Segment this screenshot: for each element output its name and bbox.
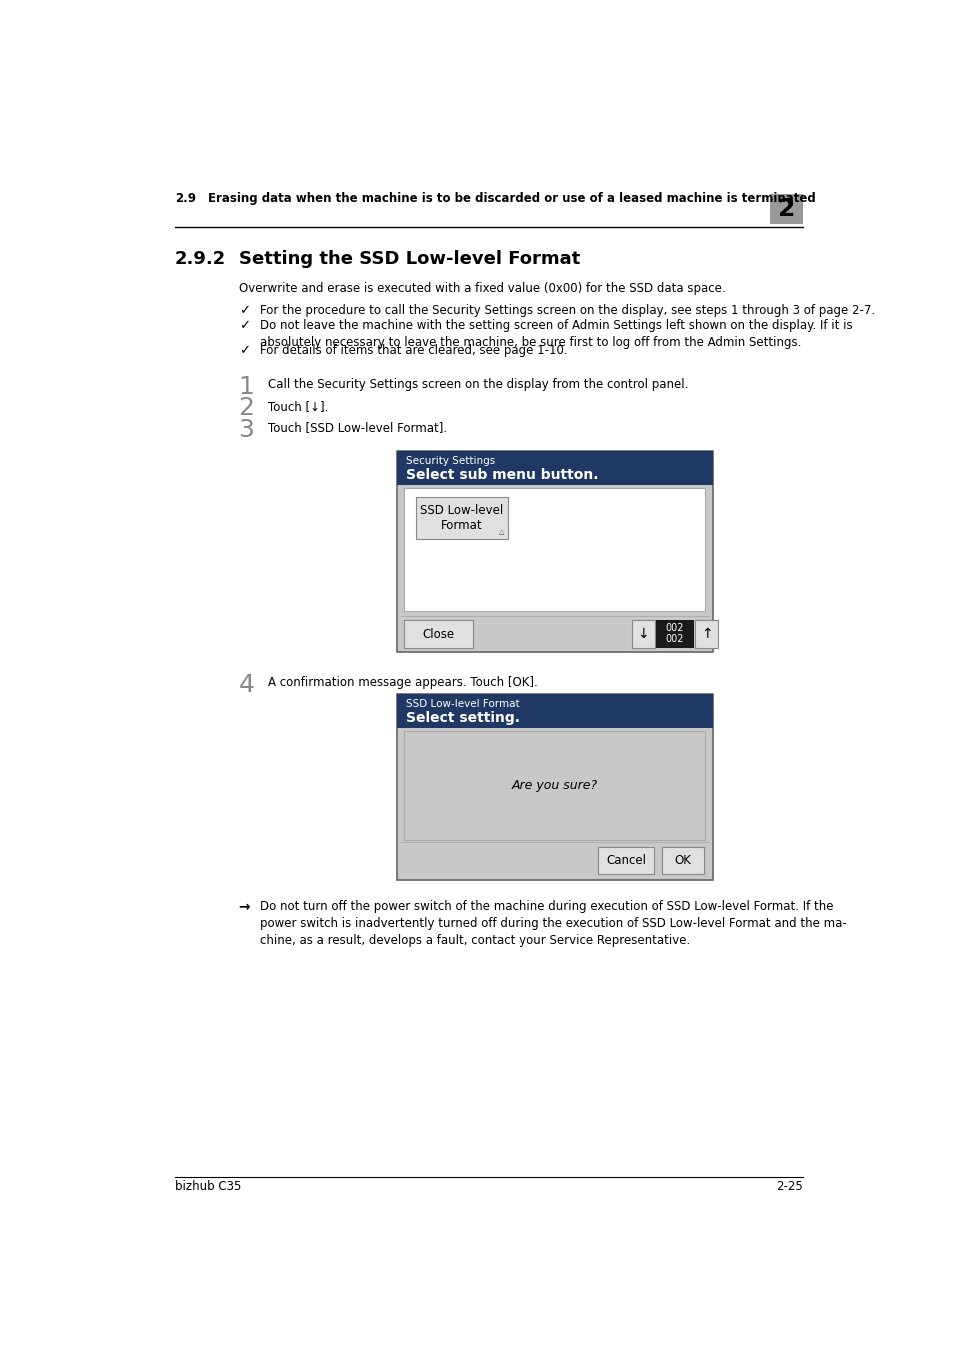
Bar bbox=[396, 694, 712, 728]
FancyBboxPatch shape bbox=[661, 846, 703, 875]
Text: 2-25: 2-25 bbox=[775, 1180, 802, 1193]
Text: 2: 2 bbox=[238, 396, 254, 420]
Text: Security Settings: Security Settings bbox=[406, 456, 495, 466]
Text: ↑: ↑ bbox=[700, 626, 712, 641]
Text: For details of items that are cleared, see page 1-10.: For details of items that are cleared, s… bbox=[260, 344, 567, 356]
FancyBboxPatch shape bbox=[631, 620, 654, 648]
Bar bbox=[656, 620, 693, 648]
FancyBboxPatch shape bbox=[598, 846, 654, 875]
Text: Touch [SSD Low-level Format].: Touch [SSD Low-level Format]. bbox=[268, 421, 447, 435]
Text: A confirmation message appears. Touch [OK].: A confirmation message appears. Touch [O… bbox=[268, 676, 537, 690]
Text: 4: 4 bbox=[238, 672, 254, 697]
Text: Do not turn off the power switch of the machine during execution of SSD Low-leve: Do not turn off the power switch of the … bbox=[260, 900, 846, 948]
Text: 3: 3 bbox=[238, 417, 254, 441]
Text: Select setting.: Select setting. bbox=[406, 711, 519, 725]
Text: Setting the SSD Low-level Format: Setting the SSD Low-level Format bbox=[238, 250, 579, 267]
Text: →: → bbox=[238, 900, 250, 914]
FancyBboxPatch shape bbox=[695, 620, 718, 648]
Text: ✓: ✓ bbox=[238, 344, 250, 356]
Text: 1: 1 bbox=[238, 374, 254, 398]
Text: 2.9: 2.9 bbox=[174, 192, 196, 205]
FancyBboxPatch shape bbox=[416, 497, 507, 539]
Text: 002: 002 bbox=[665, 622, 683, 633]
Text: Touch [↓].: Touch [↓]. bbox=[268, 400, 328, 413]
Text: Call the Security Settings screen on the display from the control panel.: Call the Security Settings screen on the… bbox=[268, 378, 688, 392]
Text: Close: Close bbox=[422, 628, 455, 640]
FancyBboxPatch shape bbox=[404, 620, 472, 648]
Bar bbox=[396, 451, 712, 652]
Text: 002: 002 bbox=[665, 634, 683, 644]
Bar bbox=[404, 487, 704, 612]
Text: ↓: ↓ bbox=[637, 626, 648, 641]
Text: ✓: ✓ bbox=[238, 304, 250, 317]
Bar bbox=[396, 451, 712, 485]
Text: SSD Low-level Format: SSD Low-level Format bbox=[406, 699, 519, 710]
Text: Are you sure?: Are you sure? bbox=[511, 779, 598, 792]
Text: OK: OK bbox=[674, 855, 690, 867]
Text: Erasing data when the machine is to be discarded or use of a leased machine is t: Erasing data when the machine is to be d… bbox=[208, 192, 815, 205]
Text: △: △ bbox=[498, 529, 504, 536]
Text: Cancel: Cancel bbox=[605, 855, 645, 867]
Bar bbox=[396, 694, 712, 880]
Text: ✓: ✓ bbox=[238, 319, 250, 332]
Bar bbox=[769, 194, 802, 224]
Bar bbox=[404, 732, 704, 840]
Text: bizhub C35: bizhub C35 bbox=[174, 1180, 241, 1193]
Text: 2: 2 bbox=[777, 197, 795, 221]
Text: Select sub menu button.: Select sub menu button. bbox=[406, 467, 598, 482]
Text: For the procedure to call the Security Settings screen on the display, see steps: For the procedure to call the Security S… bbox=[260, 304, 875, 317]
Text: SSD Low-level
Format: SSD Low-level Format bbox=[419, 504, 503, 532]
Text: Overwrite and erase is executed with a fixed value (0x00) for the SSD data space: Overwrite and erase is executed with a f… bbox=[238, 282, 724, 296]
Text: Do not leave the machine with the setting screen of Admin Settings left shown on: Do not leave the machine with the settin… bbox=[260, 319, 852, 350]
Text: 2.9.2: 2.9.2 bbox=[174, 250, 226, 267]
